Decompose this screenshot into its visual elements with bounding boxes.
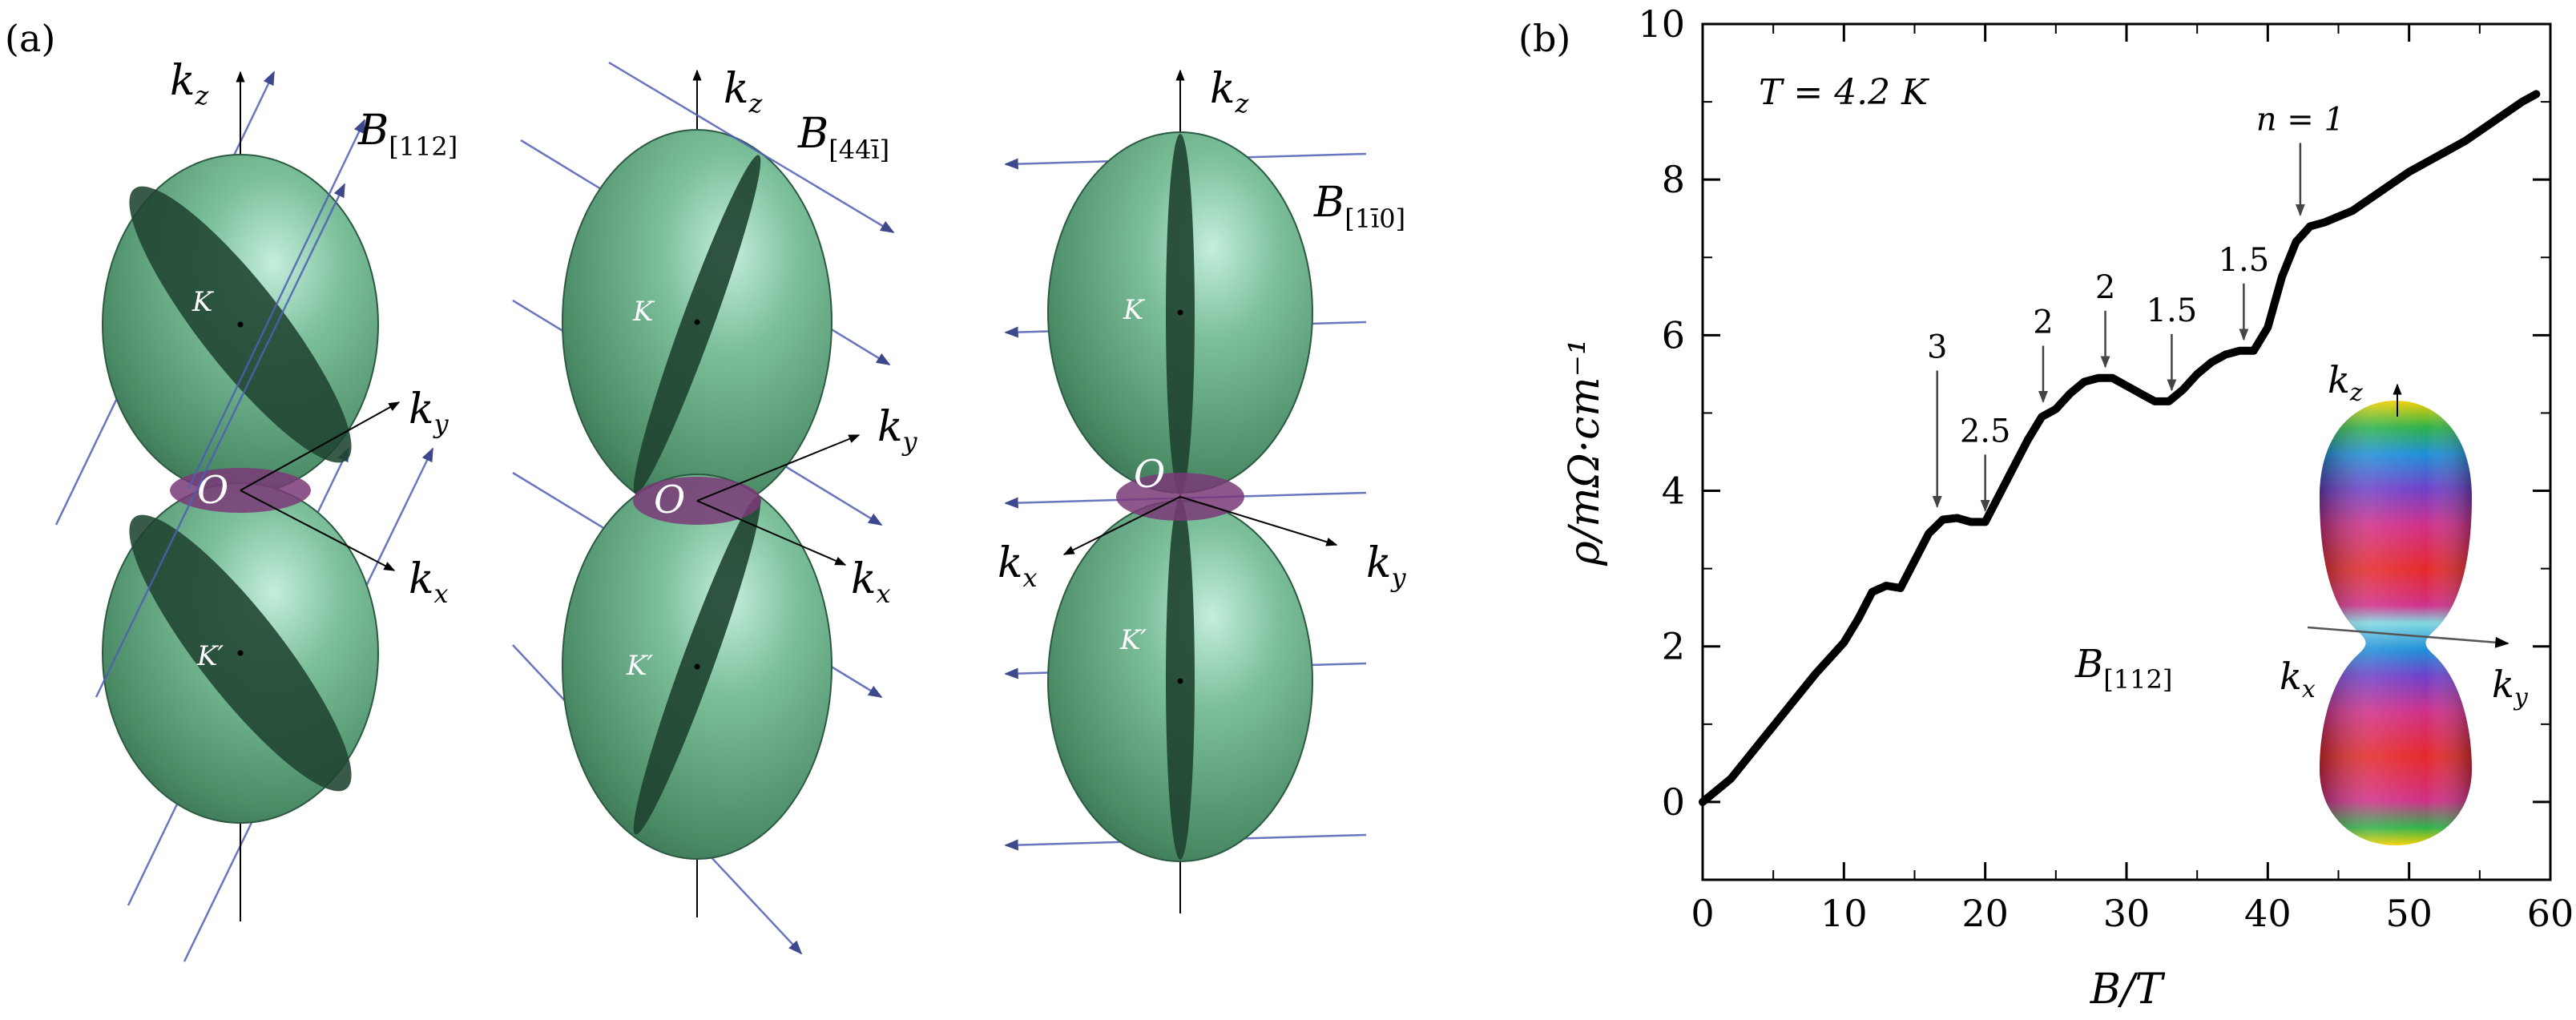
O-label-112: O: [197, 468, 228, 513]
annotation-label: 3: [1927, 329, 1947, 366]
annotation-label: 2: [2095, 269, 2115, 306]
x-tick-label: 0: [1691, 892, 1714, 935]
fermi-diagram-1-10: kz B[1ī0] K K′ O kx ky: [998, 65, 1407, 913]
fermi-diagram-112: kz B[112] K K′ O ky kx: [54, 57, 458, 962]
temperature-label: T = 4.2 K: [1759, 72, 1929, 113]
field-label-44-1: B[44ī]: [797, 110, 889, 165]
Kprime-label-112: K′: [196, 640, 224, 672]
annotation-label: 2.5: [1960, 413, 2011, 450]
kx-label-112: kx: [409, 555, 449, 609]
annotation-label: 1.5: [2147, 292, 2198, 329]
y-axis-label: ρ/mΩ·cm⁻¹: [1561, 338, 1609, 566]
panel-a-label: (a): [5, 17, 55, 60]
fermi-diagram-44-1: kz B[44ī] K K′ O ky kx: [512, 61, 918, 955]
x-tick-label: 60: [2527, 892, 2574, 935]
x-tick-label: 50: [2385, 892, 2433, 935]
annotations: 3 2.5 2 2 1.5 1.5 n = 1: [1927, 101, 2344, 512]
field-label-112: B[112]: [357, 107, 458, 162]
kz-label-44-1: kz: [724, 65, 764, 119]
y-tick-label: 6: [1662, 313, 1685, 357]
x-tick-label: 30: [2103, 892, 2151, 935]
resistivity-curve: [1699, 90, 2541, 806]
ky-label-1-10: ky: [1366, 539, 1407, 593]
kx-axis-44-1: [696, 500, 847, 566]
y-tick-label: 4: [1662, 470, 1685, 513]
inset-kz-label: kz: [2328, 358, 2363, 407]
inset-field-label: B[112]: [2074, 642, 2172, 695]
inset-kx-label: kx: [2280, 655, 2316, 704]
K-label-44-1: K: [632, 296, 655, 328]
K-label-1-10: K: [1123, 294, 1146, 326]
y-ticks: 0 2 4 6 8 10: [1638, 2, 2550, 881]
ky-axis-1-10: [1179, 496, 1338, 546]
ky-axis-112: [240, 401, 401, 491]
inset-fermi-surface: kz kx ky B[112]: [2074, 358, 2529, 845]
O-label-44-1: O: [654, 478, 685, 522]
panel-b-label: (b): [1518, 17, 1570, 60]
y-tick-label: 2: [1662, 625, 1685, 668]
x-tick-label: 20: [1961, 892, 2009, 935]
kx-axis-112: [240, 490, 396, 571]
annotation-label: 1.5: [2219, 242, 2270, 279]
Kprime-label-1-10: K′: [1119, 624, 1147, 656]
ky-axis-44-1: [696, 434, 861, 502]
annotation-label: n = 1: [2256, 101, 2344, 138]
y-tick-label: 0: [1662, 780, 1685, 824]
kx-label-1-10: kx: [998, 539, 1038, 593]
kx-axis-1-10: [1062, 496, 1181, 555]
ky-label-112: ky: [409, 385, 449, 439]
x-ticks: 0 10 20 30 40 50 60: [1691, 24, 2574, 935]
y-tick-label: 8: [1662, 158, 1685, 201]
kz-label-112: kz: [170, 57, 210, 111]
x-axis-label: B/T: [2090, 966, 2166, 1014]
O-label-1-10: O: [1134, 452, 1165, 497]
ky-label-44-1: ky: [877, 403, 918, 457]
x-tick-label: 40: [2244, 892, 2292, 935]
y-tick-label: 10: [1638, 2, 1685, 46]
inset-axis-line: [2307, 626, 2509, 648]
K-label-112: K: [191, 286, 215, 318]
Kprime-label-44-1: K′: [626, 650, 653, 682]
inset-ky-label: ky: [2492, 663, 2529, 712]
x-tick-label: 10: [1820, 892, 1868, 935]
annotation-label: 2: [2033, 304, 2053, 341]
kz-label-1-10: kz: [1210, 65, 1250, 119]
kx-label-44-1: kx: [851, 555, 891, 609]
field-label-1-10: B[1ī0]: [1313, 179, 1405, 234]
